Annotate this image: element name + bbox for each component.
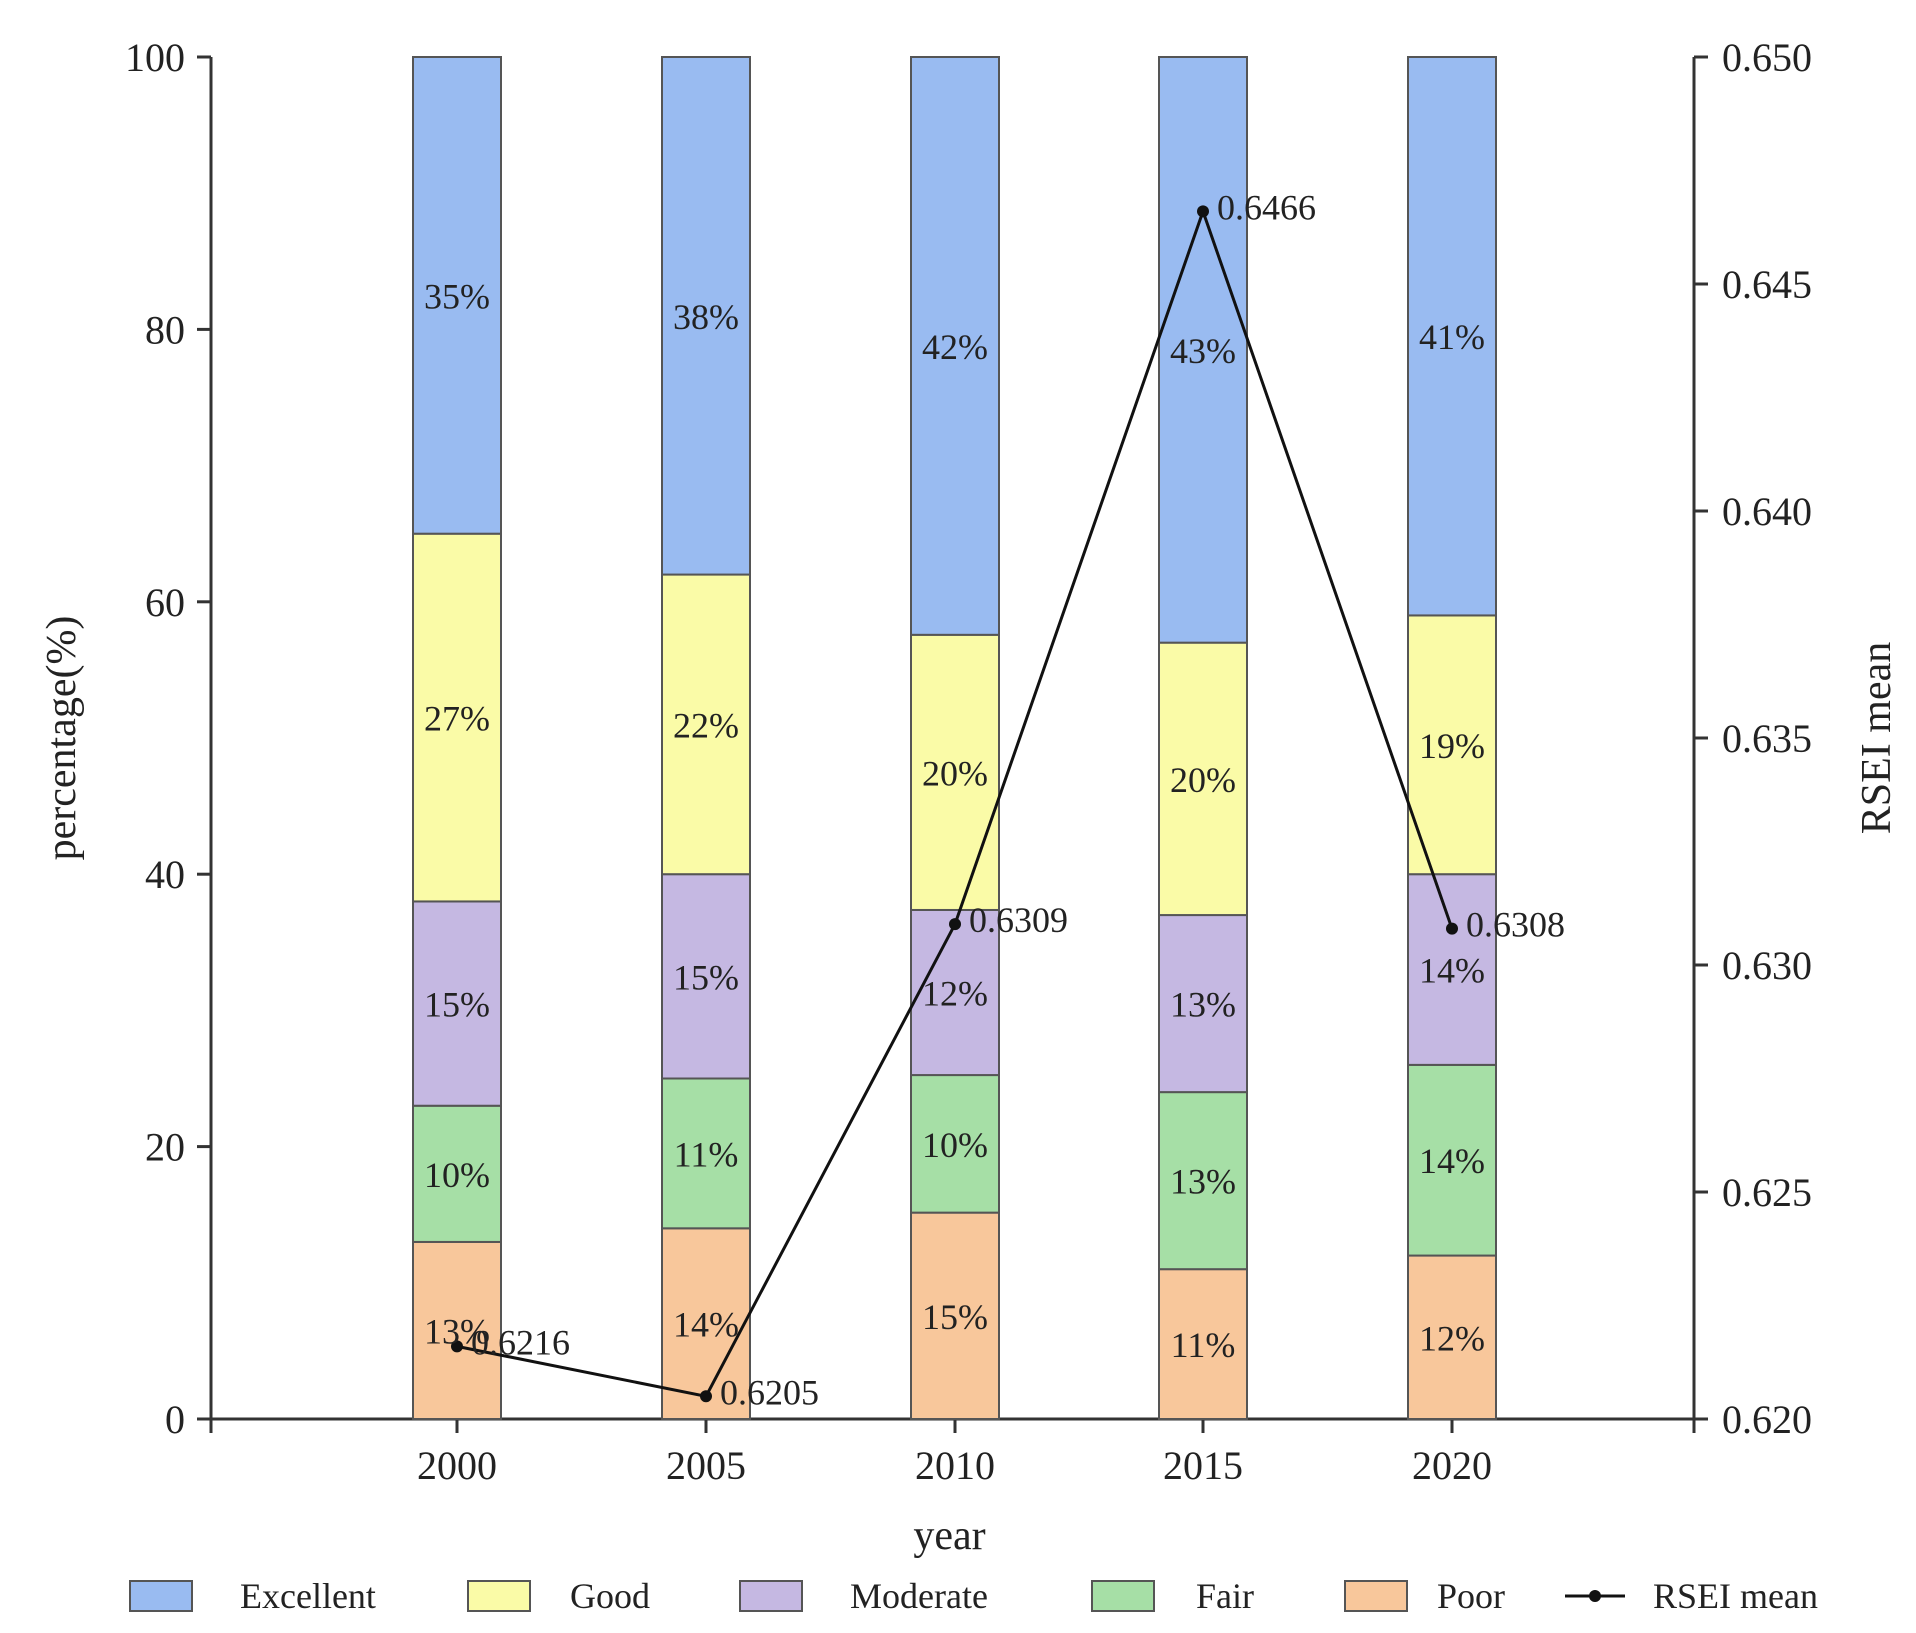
y2-tick-label: 0.640: [1722, 489, 1812, 534]
legend-swatch-moderate: [739, 1580, 803, 1612]
bar-segment-excellent: [661, 56, 751, 576]
rsei-mean-point: [451, 1340, 463, 1353]
y2-tick-label: 0.650: [1722, 35, 1812, 80]
bar-segment-good: [910, 633, 1000, 911]
bar-value-label: 42%: [922, 327, 988, 367]
y-axis-title: percentage(%): [39, 616, 85, 861]
y-tick-label: 100: [125, 35, 185, 80]
bar-segment-good: [1158, 641, 1248, 917]
bar-segment-excellent: [1407, 56, 1497, 617]
rsei-mean-label: 0.6216: [471, 1322, 570, 1362]
x-axis-title: year: [913, 1513, 985, 1559]
rsei-mean-label: 0.6308: [1466, 905, 1565, 945]
bar-value-label: 35%: [424, 276, 490, 316]
y-tick-label: 20: [145, 1125, 185, 1170]
bar-value-label: 15%: [673, 957, 739, 997]
rsei-mean-point: [700, 1390, 712, 1403]
bar-segment-poor: [661, 1227, 751, 1420]
bar-segment-moderate: [910, 908, 1000, 1077]
bar-value-label: 14%: [1419, 1141, 1485, 1181]
rsei-mean-label: 0.6466: [1217, 187, 1316, 227]
y-tick-label: 40: [145, 852, 185, 897]
bar-segment-fair: [661, 1077, 751, 1230]
x-tick-label: 2015: [1163, 1443, 1243, 1488]
bar-value-label: 41%: [1419, 317, 1485, 357]
bar-value-label: 11%: [674, 1134, 739, 1174]
y2-tick-label: 0.620: [1722, 1397, 1812, 1442]
legend-swatch-good: [467, 1580, 531, 1612]
bar-segment-excellent: [412, 56, 502, 535]
bar-segment-moderate: [661, 873, 751, 1080]
rsei-mean-point: [1446, 922, 1458, 935]
y2-tick-label: 0.625: [1722, 1170, 1812, 1215]
bar-value-label: 19%: [1419, 726, 1485, 766]
x-tick-label: 2020: [1412, 1443, 1492, 1488]
x-tick-label: 2010: [915, 1443, 995, 1488]
y2-tick-label: 0.645: [1722, 262, 1812, 307]
legend-marker-rsei-mean: [1589, 1590, 1601, 1602]
bar-segment-good: [661, 573, 751, 876]
legend-label-moderate: Moderate: [850, 1576, 988, 1616]
bar-value-label: 14%: [673, 1305, 739, 1345]
y-tick-label: 60: [145, 580, 185, 625]
y-tick-label: 0: [165, 1397, 185, 1442]
bar-segment-poor: [412, 1240, 502, 1420]
bar-value-label: 10%: [922, 1125, 988, 1165]
bar-value-label: 13%: [1170, 985, 1236, 1025]
rsei-mean-point: [1197, 205, 1209, 218]
bar-value-label: 38%: [673, 297, 739, 337]
bar-segment-moderate: [412, 900, 502, 1107]
y2-tick-label: 0.630: [1722, 943, 1812, 988]
bar-value-label: 11%: [1171, 1325, 1236, 1365]
bar-value-label: 15%: [424, 985, 490, 1025]
bar-value-label: 13%: [424, 1311, 490, 1351]
bar-value-label: 12%: [1419, 1318, 1485, 1358]
y-tick-label: 80: [145, 307, 185, 352]
legend-label-excellent: Excellent: [240, 1576, 376, 1616]
y2-axis-title: RSEI mean: [1854, 642, 1900, 834]
bar-segment-fair: [1407, 1063, 1497, 1257]
legend-label-rsei-mean: RSEI mean: [1653, 1576, 1818, 1616]
bar-value-label: 27%: [424, 699, 490, 739]
bar-value-label: 20%: [1170, 760, 1236, 800]
bar-value-label: 20%: [922, 753, 988, 793]
legend-swatch-poor: [1344, 1580, 1408, 1612]
rsei-mean-label: 0.6309: [969, 900, 1068, 940]
y2-tick-label: 0.635: [1722, 716, 1812, 761]
bar-value-label: 10%: [424, 1155, 490, 1195]
legend-label-fair: Fair: [1196, 1576, 1254, 1616]
bar-segment-good: [1407, 614, 1497, 876]
x-tick-label: 2000: [417, 1443, 497, 1488]
x-tick-label: 2005: [666, 1443, 746, 1488]
bar-value-label: 15%: [922, 1297, 988, 1337]
rsei-mean-label: 0.6205: [720, 1372, 819, 1412]
bar-value-label: 43%: [1170, 331, 1236, 371]
legend-swatch-excellent: [129, 1580, 193, 1612]
rsei-mean-point: [949, 918, 961, 931]
bar-segment-fair: [1158, 1091, 1248, 1271]
bar-segment-moderate: [1407, 873, 1497, 1066]
bar-segment-excellent: [1158, 56, 1248, 644]
bar-value-label: 22%: [673, 705, 739, 745]
legend-swatch-fair: [1091, 1580, 1155, 1612]
bar-segment-excellent: [910, 56, 1000, 636]
bar-value-label: 14%: [1419, 951, 1485, 991]
bar-value-label: 13%: [1170, 1162, 1236, 1202]
bar-value-label: 12%: [922, 974, 988, 1014]
legend-label-good: Good: [570, 1576, 650, 1616]
bar-segment-good: [412, 532, 502, 903]
legend-label-poor: Poor: [1437, 1576, 1505, 1616]
bar-segment-fair: [412, 1104, 502, 1243]
